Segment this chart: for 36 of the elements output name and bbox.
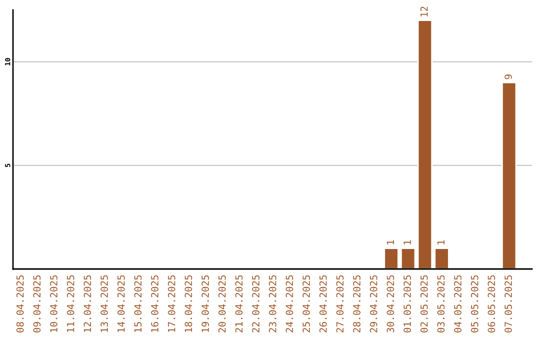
x-tick-label: 24.04.2025 bbox=[286, 275, 294, 332]
x-tick-label: 26.04.2025 bbox=[319, 275, 327, 332]
x-tick-label: 01.05.2025 bbox=[404, 275, 411, 332]
x-tick-label: 17.04.2025 bbox=[168, 275, 176, 332]
x-tick-label: 16.04.2025 bbox=[151, 275, 158, 332]
data-label: 1 bbox=[437, 240, 444, 244]
x-tick-label: 30.04.2025 bbox=[386, 275, 394, 332]
data-label: 1 bbox=[386, 240, 394, 244]
data-label: 1 bbox=[404, 240, 411, 244]
x-tick-label: 05.05.2025 bbox=[470, 275, 478, 332]
x-tick-label: 03.05.2025 bbox=[437, 275, 445, 332]
x-tick-label: 27.04.2025 bbox=[336, 275, 344, 332]
x-tick-label: 13.04.2025 bbox=[100, 275, 108, 332]
x-tick-label: 28.04.2025 bbox=[353, 275, 360, 332]
data-label: 9 bbox=[504, 74, 512, 80]
x-tick-label: 06.05.2025 bbox=[488, 275, 496, 332]
x-tick-label: 23.04.2025 bbox=[268, 275, 276, 332]
x-tick-label: 07.05.2025 bbox=[504, 275, 512, 332]
x-tick-label: 21.04.2025 bbox=[235, 275, 243, 332]
bar bbox=[502, 82, 517, 269]
x-tick-label: 29.04.2025 bbox=[370, 275, 378, 332]
x-tick-label: 04.05.2025 bbox=[454, 275, 462, 332]
x-tick-label: 18.04.2025 bbox=[184, 275, 192, 332]
x-tick-label: 02.05.2025 bbox=[420, 275, 428, 332]
x-tick-label: 08.04.2025 bbox=[16, 275, 24, 332]
x-tick-label: 09.04.2025 bbox=[33, 275, 41, 332]
x-tick-label: 20.04.2025 bbox=[218, 275, 226, 332]
data-label: 12 bbox=[420, 6, 428, 16]
x-tick-label: 25.04.2025 bbox=[302, 275, 310, 332]
x-tick-label: 10.04.2025 bbox=[50, 275, 58, 332]
x-tick-label: 14.04.2025 bbox=[117, 275, 125, 332]
x-tick-label: 12.04.2025 bbox=[84, 275, 92, 332]
x-tick-label: 22.04.2025 bbox=[252, 275, 260, 332]
x-tick-label: 11.04.2025 bbox=[66, 275, 74, 332]
x-tick-label: 15.04.2025 bbox=[134, 275, 142, 332]
x-tick-label: 19.04.2025 bbox=[202, 275, 209, 332]
